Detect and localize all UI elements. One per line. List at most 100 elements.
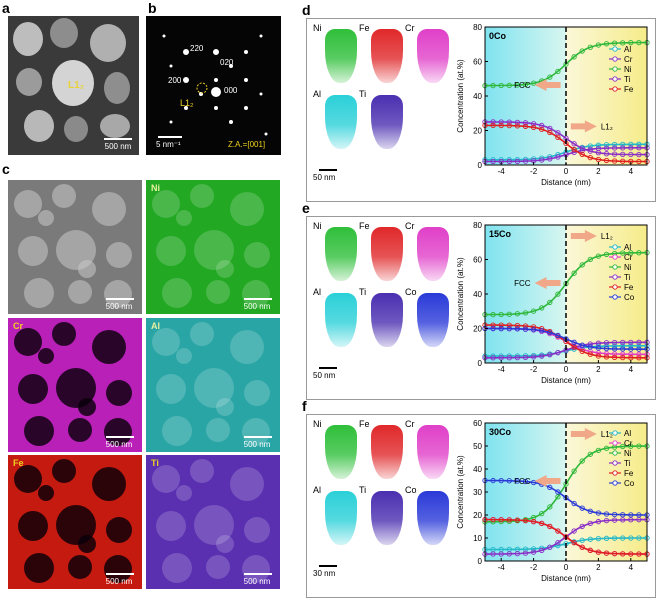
- y-tick-label: 80: [473, 23, 482, 32]
- data-point: [539, 510, 545, 517]
- apt-tip-ti: [371, 293, 403, 347]
- data-point: [595, 345, 602, 351]
- legend-entry-ni: Ni: [624, 65, 632, 74]
- data-point: [603, 550, 610, 556]
- y-tick-label: 0: [478, 161, 483, 170]
- data-point: [628, 355, 634, 361]
- data-point: [595, 353, 602, 359]
- data-point: [506, 517, 512, 523]
- x-tick-label: 2: [596, 167, 601, 176]
- data-point: [530, 121, 537, 127]
- x-tick-label: -4: [498, 365, 506, 374]
- legend-entry-fe: Fe: [624, 283, 634, 292]
- x-tick-label: -2: [530, 365, 538, 374]
- data-point: [571, 141, 577, 147]
- data-point: [539, 328, 545, 334]
- data-point: [628, 40, 634, 46]
- x-tick-label: 4: [629, 365, 634, 374]
- data-point: [514, 322, 521, 329]
- data-point: [620, 145, 626, 151]
- data-point: [611, 145, 618, 151]
- data-point: [490, 325, 496, 332]
- diffraction-pattern-b: 220 020 200 000 L1₂ 5 nm⁻¹ Z.A.=[001]: [146, 16, 281, 155]
- diffraction-spots: [162, 34, 268, 136]
- apt-panel-f: Ni Fe Cr Al Ti Co 30 nm -4 -2 0 2 4 0 10 20 30 40 50 60 Dis…: [306, 414, 656, 598]
- data-point: [555, 332, 561, 339]
- data-point: [490, 82, 496, 89]
- legend-entry-ti: Ti: [624, 273, 631, 282]
- data-point: [506, 311, 512, 317]
- data-point: [603, 151, 610, 157]
- tip-scale-bar: 30 nm: [313, 569, 336, 578]
- legend-entry-al: Al: [624, 429, 631, 438]
- data-point: [579, 505, 585, 511]
- apt-tip-cr: [417, 29, 449, 83]
- data-point: [506, 82, 512, 88]
- tip-label-cr: Cr: [405, 221, 415, 231]
- data-point: [579, 537, 585, 543]
- data-point: [620, 250, 626, 256]
- tip-label-ti: Ti: [359, 485, 367, 495]
- data-point: [620, 343, 626, 349]
- data-point: [547, 74, 553, 80]
- data-point: [506, 122, 512, 129]
- data-point: [514, 82, 521, 88]
- eds-element-label: Ni: [151, 183, 160, 193]
- data-point: [514, 119, 521, 126]
- data-point: [603, 41, 610, 47]
- data-point: [514, 158, 521, 164]
- data-point: [571, 339, 577, 345]
- eds-scale-bar: 500 nm: [243, 577, 271, 586]
- y-tick-label: 0: [478, 557, 483, 566]
- data-point: [490, 122, 496, 129]
- data-point: [628, 351, 634, 357]
- data-point: [620, 158, 626, 164]
- data-point: [603, 445, 610, 451]
- data-point: [547, 129, 553, 136]
- data-point: [611, 40, 618, 46]
- apt-tip-ni: [325, 425, 357, 479]
- data-point: [555, 528, 561, 534]
- tip-label-fe: Fe: [359, 419, 370, 429]
- data-point: [595, 536, 602, 542]
- apt-panel-e: Ni Fe Cr Al Ti Co 50 nm -4 -2 0 2 4 0 20 40 60 80 Distanc…: [306, 216, 656, 400]
- data-point: [539, 126, 545, 132]
- data-point: [514, 550, 521, 557]
- data-point: [539, 157, 545, 163]
- tip-label-al: Al: [313, 89, 322, 99]
- legend-entry-ni: Ni: [624, 263, 632, 272]
- data-point: [628, 346, 634, 352]
- x-axis-label: Distance (nm): [541, 178, 591, 187]
- y-tick-label: 40: [473, 290, 482, 299]
- data-point: [555, 68, 561, 74]
- scale-bar-a: 500 nm: [104, 142, 132, 151]
- data-point: [636, 250, 642, 256]
- x-tick-label: -2: [530, 563, 538, 572]
- eds-element-label: Ti: [151, 458, 159, 468]
- y-tick-label: 10: [473, 534, 482, 543]
- data-point: [530, 124, 537, 131]
- data-point: [530, 327, 537, 333]
- legend-entry-fe: Fe: [624, 85, 634, 94]
- data-point: [547, 352, 553, 358]
- data-point: [579, 262, 585, 268]
- tip-label-fe: Fe: [359, 221, 370, 231]
- apt-tip-cr: [417, 425, 449, 479]
- data-point: [628, 343, 634, 349]
- data-point: [490, 355, 496, 361]
- data-point: [547, 504, 553, 510]
- legend-entry-fe: Fe: [624, 469, 634, 478]
- data-point: [611, 550, 618, 557]
- data-point: [522, 478, 529, 485]
- series-line-ti: [485, 341, 647, 359]
- data-point: [490, 158, 496, 165]
- apt-tip-ni: [325, 29, 357, 83]
- data-point: [579, 458, 585, 464]
- data-point: [522, 517, 529, 524]
- data-point: [603, 511, 610, 517]
- tip-label-fe: Fe: [359, 23, 370, 33]
- data-point: [498, 477, 504, 484]
- data-point: [579, 348, 585, 354]
- eds-map-ti: Ti 500 nm: [146, 455, 280, 589]
- data-point: [555, 540, 561, 546]
